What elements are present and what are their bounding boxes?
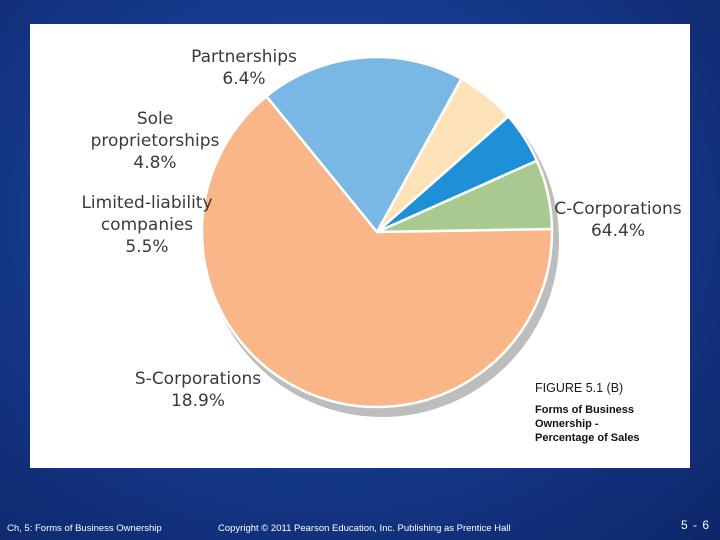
figure-panel: C-Corporations 64.4% S-Corporations 18.9% Li…	[30, 24, 690, 468]
pie-slice-partnerships	[375, 159, 554, 234]
pie-label-sole-proprietorships: Sole proprietorships 4.8%	[91, 109, 220, 173]
pie-label-partnerships: Partnerships 6.4%	[191, 47, 297, 89]
footer-chapter: Ch, 5: Forms of Business Ownership	[7, 523, 162, 534]
pie-slice-s-corporations	[265, 55, 463, 234]
pie-chart: C-Corporations 64.4% S-Corporations 18.9% Li…	[81, 47, 682, 417]
footer-page-number: 5 - 6	[681, 518, 711, 532]
figure-title: Forms of Business Ownership - Percentage…	[535, 404, 640, 444]
figure-number: FIGURE 5.1 (B)	[535, 381, 624, 395]
pie-label-c-corporations: C-Corporations 64.4%	[554, 199, 681, 241]
figure-caption: FIGURE 5.1 (B) Forms of Business Ownersh…	[535, 381, 685, 445]
pie-label-limited-liability-companies: Limited-liability companies 5.5%	[81, 193, 212, 257]
footer-copyright: Copyright © 2011 Pearson Education, Inc.…	[218, 523, 511, 534]
pie-slice-c-corporations	[200, 95, 554, 409]
pie-label-s-corporations: S-Corporations 18.9%	[135, 369, 261, 411]
